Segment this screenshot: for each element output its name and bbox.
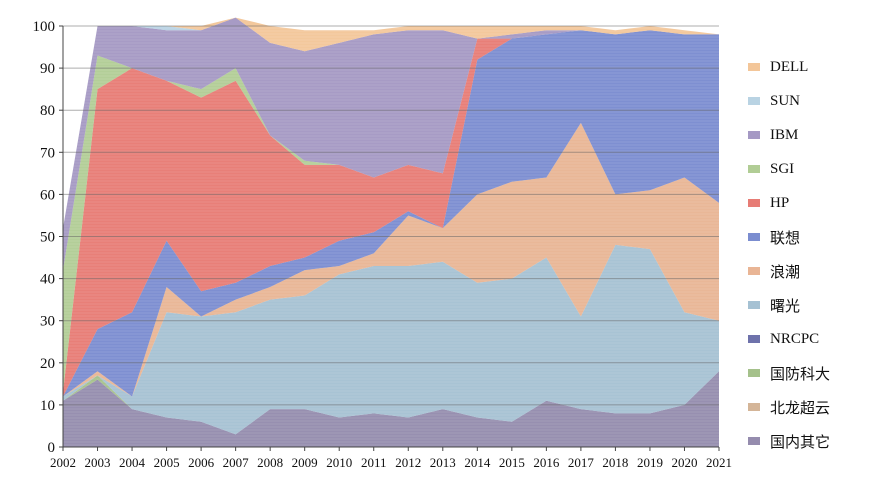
legend: DELL SUN IBM SGI HP 联想浪潮曙光 NRCPC 国防科大北龙超云国内其它 [748, 50, 872, 458]
legend-label: 国内其它 [770, 434, 831, 451]
legend-label: 北龙超云 [770, 400, 831, 417]
y-tick-label: 100 [33, 19, 56, 35]
legend-item: IBM [748, 118, 872, 152]
legend-item: 联想 [748, 220, 872, 254]
x-tick-label: 2021 [706, 455, 732, 470]
legend-swatch [748, 437, 760, 445]
legend-item: 曙光 [748, 288, 872, 322]
legend-item: 国防科大 [748, 356, 872, 390]
legend-item: NRCPC [748, 322, 872, 356]
legend-swatch [748, 233, 760, 241]
legend-label: SUN [770, 92, 801, 109]
y-tick-labels: 0 10 20 30 40 50 60 70 80 90 100 [33, 19, 63, 456]
area-series-7 [63, 30, 719, 397]
legend-item: SUN [748, 84, 872, 118]
x-tick-label: 2009 [292, 455, 318, 470]
x-tick-label: 2006 [188, 455, 215, 470]
legend-label: HP [770, 194, 790, 211]
legend-item: 国内其它 [748, 424, 872, 458]
x-tick-label: 2003 [85, 455, 111, 470]
x-tick-label: 2002 [50, 455, 76, 470]
x-tick-label: 2017 [568, 455, 595, 470]
y-tick-label: 40 [40, 272, 55, 288]
area-series-5 [63, 122, 719, 397]
x-tick-label: 2012 [395, 455, 421, 470]
x-tick-label: 2015 [499, 455, 525, 470]
legend-label: 国防科大 [770, 366, 831, 383]
y-tick-label: 70 [40, 145, 55, 161]
legend-item: DELL [748, 50, 872, 84]
x-tick-label: 2016 [533, 455, 560, 470]
legend-label: SGI [770, 160, 795, 177]
legend-swatch [748, 369, 760, 377]
area-series-0 [63, 371, 719, 447]
y-tick-label: 80 [40, 103, 55, 119]
legend-swatch [748, 63, 760, 71]
series-areas [63, 17, 719, 447]
y-tick-label: 30 [40, 314, 55, 330]
legend-item: HP [748, 186, 872, 220]
y-tick-label: 0 [48, 440, 56, 456]
y-tick-label: 60 [40, 187, 55, 203]
legend-item: SGI [748, 152, 872, 186]
y-tick-label: 90 [40, 61, 55, 77]
legend-swatch [748, 335, 760, 343]
x-tick-label: 2014 [464, 455, 491, 470]
legend-item: 浪潮 [748, 254, 872, 288]
x-tick-label: 2010 [326, 455, 352, 470]
legend-swatch [748, 131, 760, 139]
x-tick-label: 2018 [602, 455, 628, 470]
x-tick-label: 2013 [430, 455, 456, 470]
x-tick-label: 2019 [637, 455, 663, 470]
x-tick-labels: 2002 2003 2004 2005 2006 2007 2008 2009 2010 2011… [50, 447, 732, 470]
legend-swatch [748, 403, 760, 411]
x-tick-label: 2008 [257, 455, 283, 470]
legend-swatch [748, 165, 760, 173]
y-tick-label: 20 [40, 356, 55, 372]
legend-swatch [748, 267, 760, 275]
x-tick-label: 2005 [154, 455, 180, 470]
legend-label: NRCPC [770, 330, 820, 347]
legend-label: 联想 [770, 230, 801, 247]
legend-label: IBM [770, 126, 799, 143]
legend-label: 浪潮 [770, 264, 801, 281]
x-tick-label: 2007 [223, 455, 250, 470]
x-tick-label: 2011 [361, 455, 387, 470]
gridlines [63, 25, 719, 446]
legend-item: 北龙超云 [748, 390, 872, 424]
x-tick-label: 2004 [119, 455, 146, 470]
area-series-9 [63, 17, 719, 271]
y-tick-label: 50 [40, 230, 55, 246]
area-series-4 [63, 244, 719, 435]
legend-swatch [748, 199, 760, 207]
legend-swatch [748, 97, 760, 105]
legend-label: 曙光 [770, 298, 801, 315]
y-tick-label: 10 [40, 398, 55, 414]
x-tick-label: 2020 [671, 455, 697, 470]
legend-label: DELL [770, 58, 809, 75]
area-series-6 [63, 30, 719, 397]
legend-swatch [748, 301, 760, 309]
